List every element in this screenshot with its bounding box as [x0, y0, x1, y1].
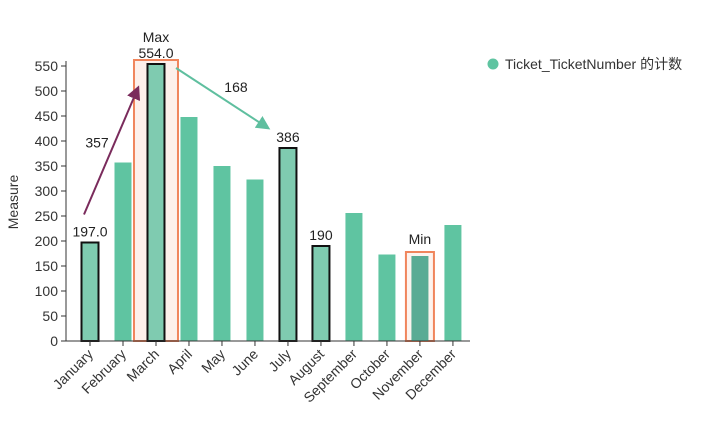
bar-january[interactable] [80, 241, 100, 342]
x-tick-label: March [123, 346, 162, 385]
data-label: 386 [276, 129, 300, 145]
y-tick-label: 550 [35, 58, 59, 74]
diff-down-label: 168 [224, 79, 248, 95]
x-tick-label: April [164, 346, 195, 377]
bar-december[interactable] [444, 225, 462, 341]
y-axis-title: Measure [5, 175, 21, 230]
diff-up-arrow [83, 85, 141, 215]
y-tick-label: 250 [35, 208, 59, 224]
y-tick-label: 200 [35, 233, 59, 249]
min-label: Min [409, 231, 432, 247]
data-label: 190 [309, 227, 333, 243]
bar-june[interactable] [246, 179, 264, 342]
bar-august[interactable] [311, 245, 331, 342]
bar-july[interactable] [278, 147, 298, 342]
diff-down-arrow [175, 67, 271, 130]
y-tick-label: 400 [35, 133, 59, 149]
y-tick-label: 350 [35, 158, 59, 174]
max-label: Max [143, 29, 169, 45]
y-tick-label: 450 [35, 108, 59, 124]
annotations: 197.0 554.0 386 190 Max Min 357 168 [72, 29, 431, 247]
legend: Ticket_TicketNumber 的计数 [487, 56, 682, 72]
bar-may[interactable] [213, 166, 231, 341]
y-tick-label: 0 [50, 333, 58, 349]
y-tick-label: 300 [35, 183, 59, 199]
legend-label: Ticket_TicketNumber 的计数 [505, 56, 682, 72]
y-tick-label: 50 [42, 308, 58, 324]
bar-october[interactable] [378, 254, 396, 342]
bar-march[interactable] [146, 63, 166, 342]
y-tick-label: 500 [35, 83, 59, 99]
bar-february[interactable] [114, 162, 132, 342]
bar-september[interactable] [345, 213, 363, 341]
x-tick-label: June [228, 346, 261, 379]
legend-marker [487, 58, 499, 70]
data-label: 197.0 [72, 224, 107, 240]
x-tick-label: May [198, 346, 228, 376]
bar-april[interactable] [180, 117, 198, 341]
y-tick-label: 150 [35, 258, 59, 274]
y-axis: 0 50 100 150 200 250 300 350 400 450 500 550 [35, 58, 67, 349]
y-tick-label: 100 [35, 283, 59, 299]
data-label: 554.0 [138, 45, 173, 61]
x-tick-label: July [265, 346, 294, 375]
bars [80, 59, 462, 342]
diff-up-label: 357 [85, 134, 109, 150]
bar-november[interactable] [411, 256, 429, 341]
